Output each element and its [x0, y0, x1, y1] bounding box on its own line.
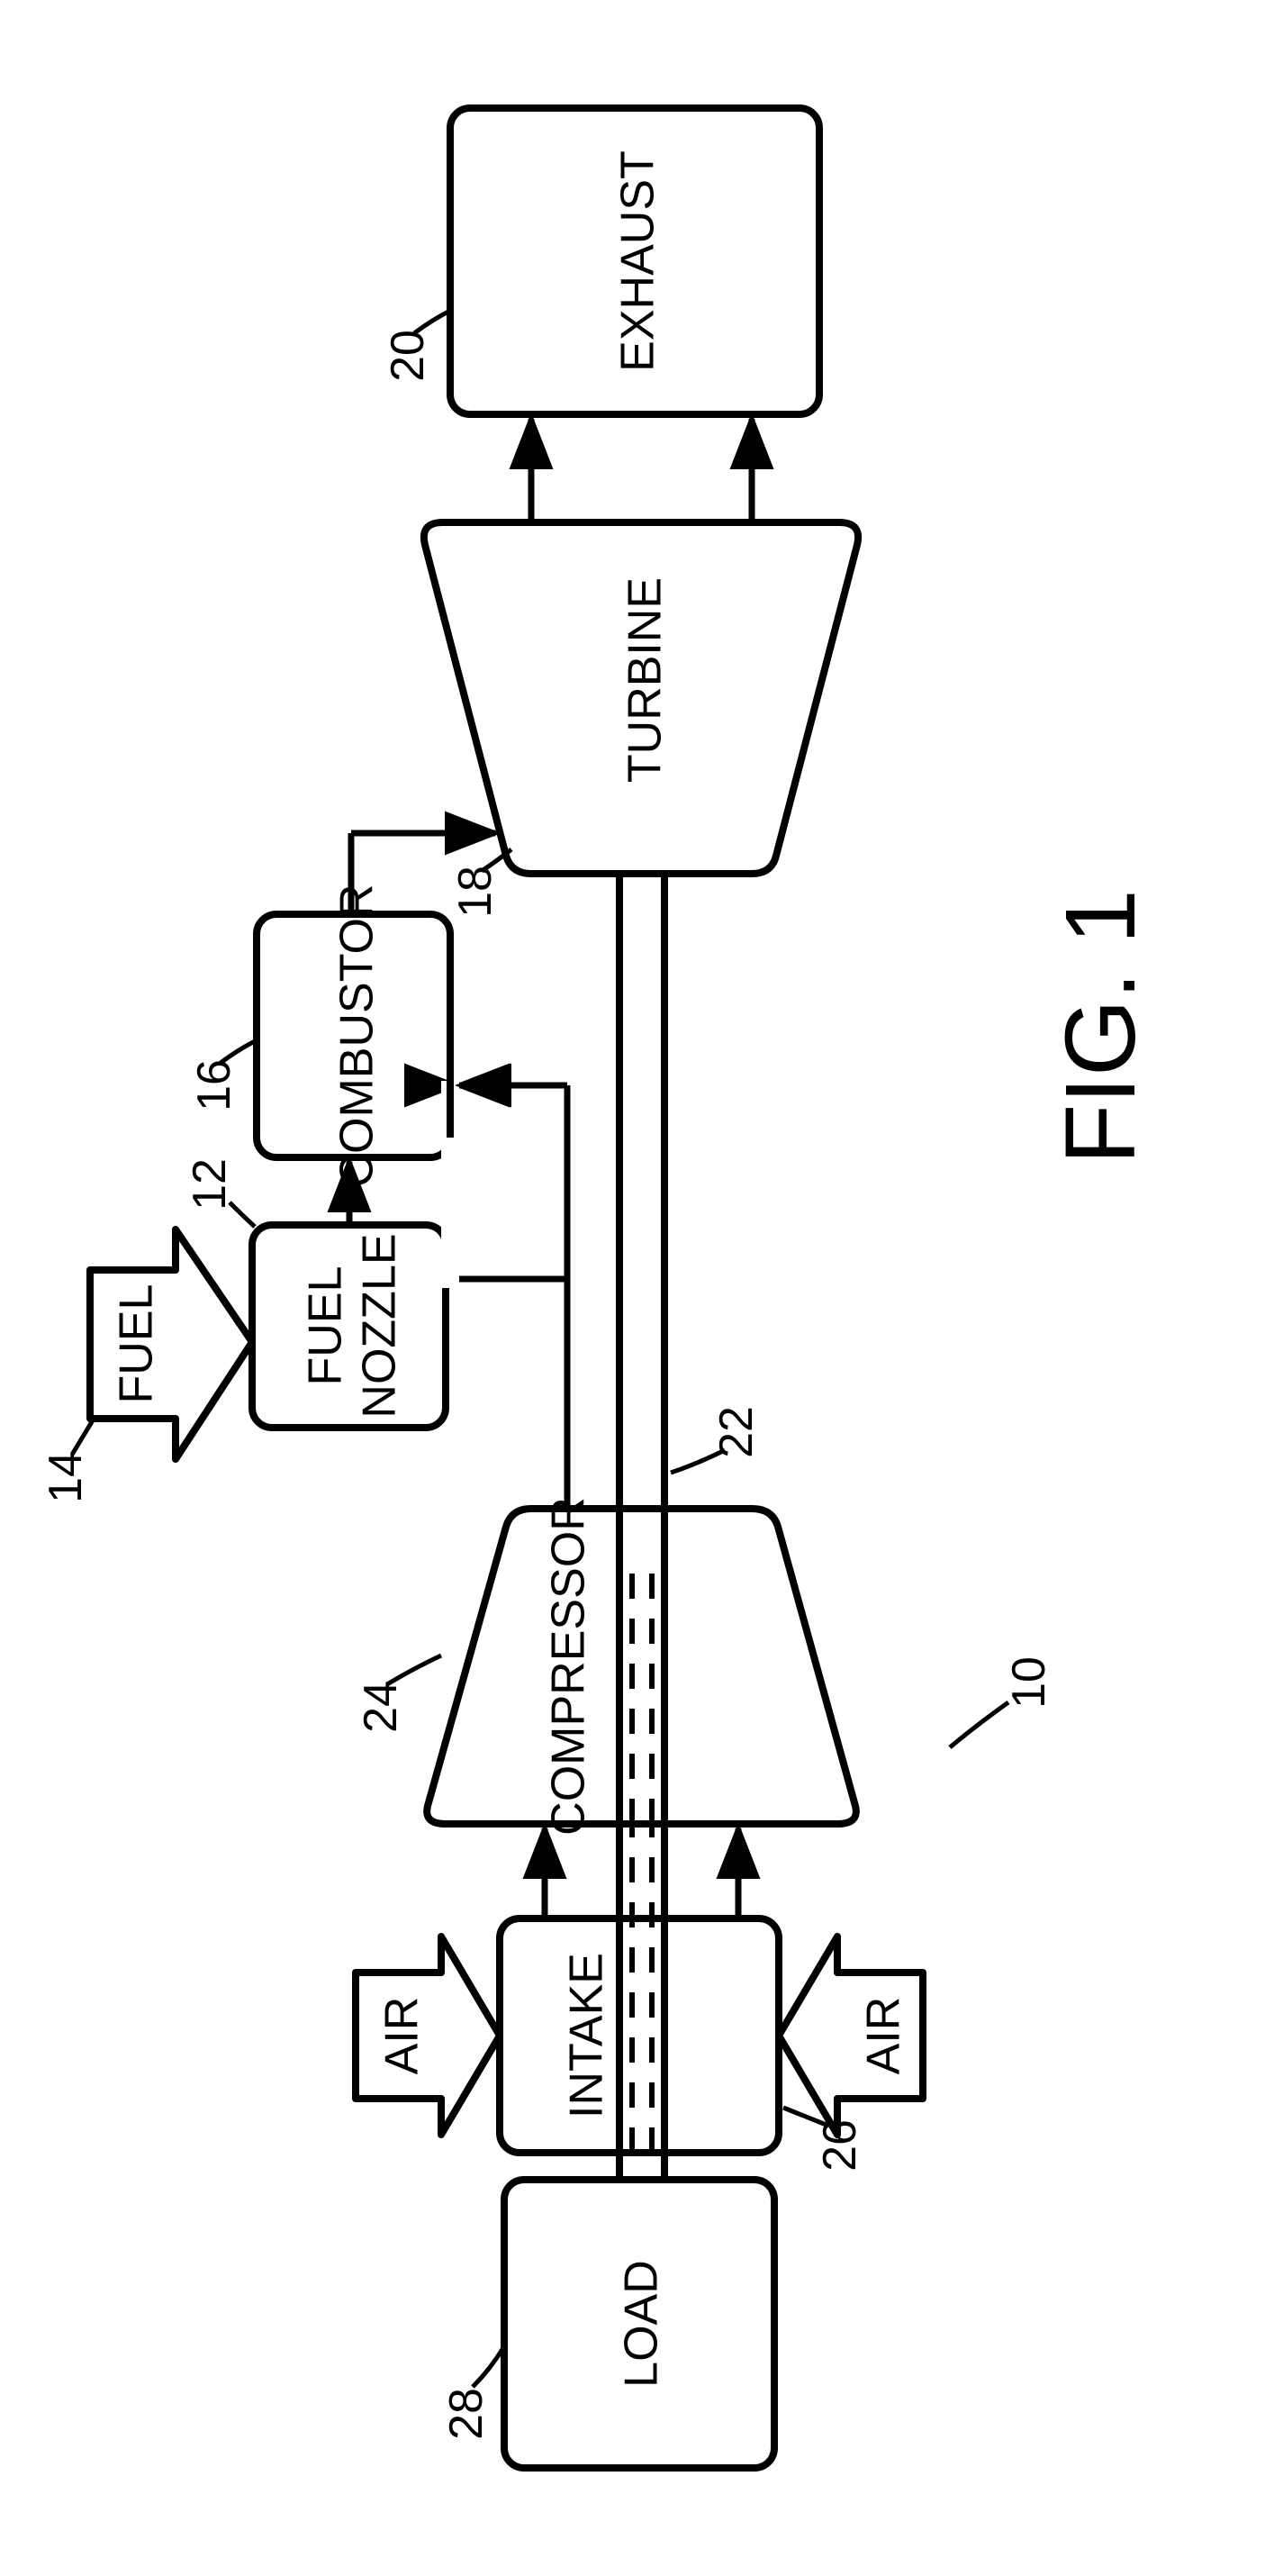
exhaust-ref: 20: [382, 330, 434, 382]
intake-block: [500, 1918, 779, 2153]
load-ref: 28: [440, 2388, 492, 2440]
combustor-ref: 16: [188, 1059, 240, 1111]
combustor-label: COMBUSTOR: [331, 884, 384, 1187]
exhaust-label: EXHAUST: [612, 150, 664, 372]
air-arrow-bottom: AIR: [779, 1937, 923, 2135]
ref-hook-22: [671, 1450, 725, 1473]
compressor-block: [427, 1509, 856, 1824]
fuel-nozzle-label1: FUEL: [300, 1266, 352, 1386]
turbine-ref: 18: [449, 866, 501, 918]
air-label-top: AIR: [376, 1997, 429, 2075]
load-label: LOAD: [616, 2260, 668, 2388]
figure-label: FIG. 1: [1045, 889, 1156, 1165]
system-ref: 10: [1003, 1656, 1055, 1709]
ref-hook-10: [950, 1702, 1008, 1747]
ref-hook-12: [230, 1202, 255, 1227]
fuel-label: FUEL: [111, 1284, 163, 1404]
ref-hook-24: [387, 1655, 441, 1684]
shaft-ref: 22: [710, 1406, 763, 1458]
air-label-bottom: AIR: [858, 1997, 910, 2075]
ref-hook-28: [473, 2346, 504, 2387]
fuel-ref: 14: [40, 1451, 92, 1503]
air-arrow-top: AIR: [356, 1937, 500, 2135]
intake-label: INTAKE: [561, 1953, 613, 2118]
fuel-nozzle-label2: NOZZLE: [354, 1233, 406, 1418]
ref-hook-14: [72, 1420, 93, 1455]
fuel-nozzle-ref: 12: [184, 1158, 236, 1211]
compressor-label: COMPRESSOR: [543, 1497, 595, 1836]
turbine-label: TURBINE: [619, 577, 672, 783]
fuel-arrow: FUEL: [90, 1229, 252, 1459]
compressor-ref: 24: [355, 1681, 407, 1733]
compressor-to-combustor: [450, 1085, 567, 1509]
